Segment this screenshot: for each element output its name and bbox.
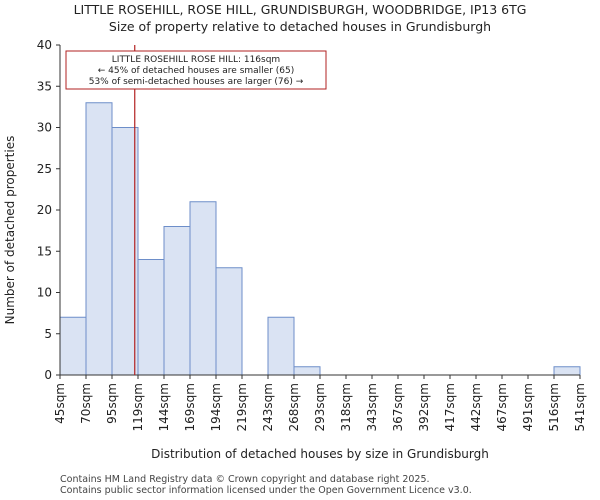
y-tick-label: 20 [37, 203, 52, 217]
histogram-bar [111, 127, 139, 376]
x-tick-label: 119sqm [131, 383, 145, 431]
x-tick-label: 70sqm [79, 383, 93, 424]
y-tick-label: 40 [37, 38, 52, 52]
x-tick-label: 219sqm [235, 383, 249, 431]
y-tick-label: 30 [37, 121, 52, 135]
annotation-larger: 53% of semi-detached houses are larger (… [89, 77, 304, 87]
y-tick-label: 0 [44, 368, 52, 382]
x-tick-label: 392sqm [417, 383, 431, 431]
x-axis-title: Distribution of detached houses by size … [151, 447, 489, 461]
x-tick-label: 95sqm [105, 383, 119, 424]
histogram-bar [59, 316, 87, 376]
histogram-bar [553, 366, 581, 376]
annotation-box [65, 50, 327, 90]
chart-title: LITTLE ROSEHILL, ROSE HILL, GRUNDISBURGH… [73, 2, 527, 17]
x-tick-label: 268sqm [287, 383, 301, 431]
y-tick-label: 35 [37, 79, 52, 93]
y-tick-label: 5 [44, 327, 52, 341]
x-tick-label: 467sqm [495, 383, 509, 431]
y-tick-label: 15 [37, 244, 52, 258]
x-tick-label: 491sqm [521, 383, 535, 431]
x-tick-label: 417sqm [443, 383, 457, 431]
annotation-smaller: ← 45% of detached houses are smaller (65… [98, 66, 295, 76]
histogram-bar [85, 102, 113, 376]
x-tick-label: 541sqm [573, 383, 587, 431]
x-tick-label: 144sqm [157, 383, 171, 431]
chart-subtitle: Size of property relative to detached ho… [108, 19, 492, 34]
y-axis-title: Number of detached properties [3, 136, 17, 325]
x-tick-label: 194sqm [209, 383, 223, 431]
x-tick-label: 367sqm [391, 383, 405, 431]
x-tick-label: 45sqm [53, 383, 67, 424]
histogram-bar [163, 226, 191, 376]
footer-copyright: Contains HM Land Registry data © Crown c… [60, 474, 430, 485]
x-tick-label: 343sqm [365, 383, 379, 431]
footer-licence: Contains public sector information licen… [60, 485, 472, 496]
x-tick-label: 293sqm [313, 383, 327, 431]
x-tick-label: 243sqm [261, 383, 275, 431]
y-tick-label: 10 [37, 286, 52, 300]
x-tick-label: 442sqm [469, 383, 483, 431]
histogram-bar [293, 366, 321, 376]
histogram-bar [189, 201, 217, 376]
x-tick-label: 169sqm [183, 383, 197, 431]
x-tick-label: 318sqm [339, 383, 353, 431]
histogram-bar [215, 267, 243, 376]
histogram-bar [137, 259, 165, 376]
y-tick-label: 25 [37, 162, 52, 176]
histogram-bar [267, 316, 295, 376]
annotation-title: LITTLE ROSEHILL ROSE HILL: 116sqm [112, 55, 280, 65]
x-tick-label: 516sqm [547, 383, 561, 431]
